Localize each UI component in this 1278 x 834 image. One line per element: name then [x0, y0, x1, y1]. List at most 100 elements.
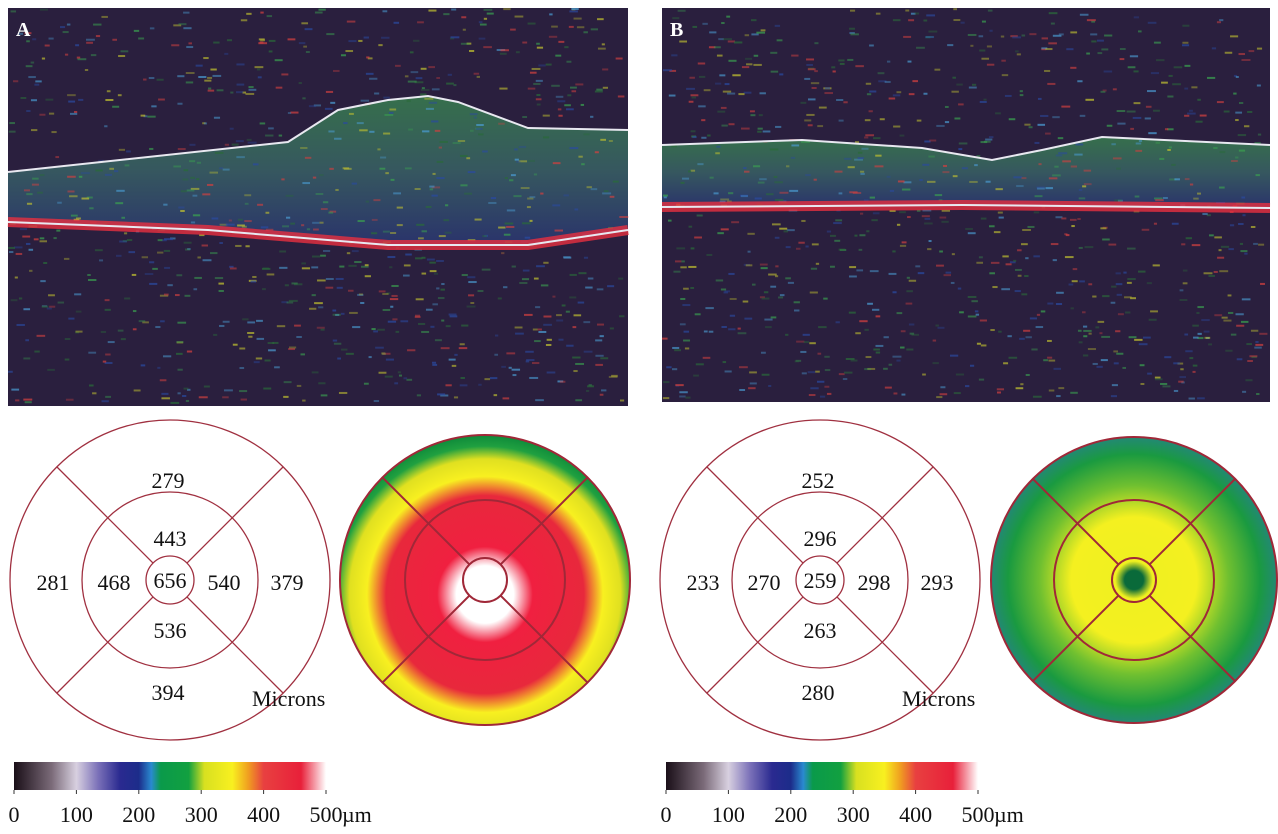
speckle: [702, 23, 707, 25]
speckle: [1247, 360, 1253, 362]
speckle: [806, 64, 813, 66]
speckle: [1056, 303, 1062, 305]
speckle: [1084, 246, 1093, 248]
grid-spoke: [882, 467, 933, 518]
speckle: [373, 199, 380, 201]
speckle: [1022, 35, 1026, 37]
speckle: [1154, 223, 1157, 225]
speckle: [390, 306, 393, 308]
speckle: [602, 68, 608, 70]
speckle: [26, 65, 33, 67]
speckle: [1220, 151, 1226, 153]
speckle: [1056, 154, 1062, 156]
speckle: [768, 385, 771, 387]
speckle: [326, 33, 334, 35]
speckle: [440, 141, 448, 143]
speckle: [860, 171, 864, 173]
speckle: [1041, 310, 1045, 312]
speckle: [1111, 286, 1116, 288]
speckle: [994, 231, 1001, 233]
speckle: [564, 46, 568, 48]
speckle: [1182, 25, 1189, 27]
speckle: [825, 369, 830, 371]
speckle: [965, 385, 969, 387]
speckle: [939, 250, 943, 252]
speckle: [149, 283, 157, 285]
speckle: [746, 63, 752, 65]
speckle: [277, 325, 285, 327]
speckle: [875, 155, 881, 157]
speckle: [804, 78, 810, 80]
speckle: [1244, 125, 1249, 127]
speckle: [575, 363, 584, 365]
speckle: [600, 394, 604, 396]
speckle: [689, 77, 694, 79]
speckle: [247, 321, 255, 323]
speckle: [847, 59, 853, 61]
speckle: [1073, 268, 1078, 270]
speckle: [341, 349, 347, 351]
speckle: [1116, 283, 1123, 285]
speckle: [827, 393, 831, 395]
speckle: [530, 72, 537, 74]
speckle: [229, 219, 232, 221]
speckle: [334, 343, 341, 345]
speckle: [526, 360, 530, 362]
speckle: [937, 327, 944, 329]
speckle: [720, 198, 729, 200]
speckle: [86, 42, 93, 44]
speckle: [968, 296, 977, 298]
speckle: [835, 219, 842, 221]
speckle: [242, 226, 247, 228]
speckle: [500, 49, 509, 51]
speckle: [323, 250, 330, 252]
speckle: [840, 63, 845, 65]
speckle: [385, 172, 389, 174]
speckle: [672, 368, 677, 370]
speckle: [944, 274, 951, 276]
speckle: [674, 349, 681, 351]
speckle: [758, 182, 765, 184]
speckle: [595, 339, 602, 341]
speckle: [434, 273, 438, 275]
speckle: [305, 157, 311, 159]
speckle: [685, 347, 689, 349]
speckle: [470, 113, 478, 115]
speckle: [785, 277, 791, 279]
speckle: [86, 39, 95, 41]
speckle: [474, 117, 477, 119]
speckle: [29, 270, 32, 272]
speckle: [952, 253, 955, 255]
speckle: [989, 272, 995, 274]
speckle: [1074, 154, 1082, 156]
speckle: [1201, 319, 1209, 321]
speckle: [834, 240, 840, 242]
speckle: [118, 55, 125, 57]
speckle: [498, 297, 502, 299]
speckle: [849, 275, 857, 277]
speckle: [345, 50, 353, 52]
panel-label: B: [670, 19, 683, 41]
speckle: [65, 359, 70, 361]
speckle: [578, 272, 586, 274]
speckle: [1118, 313, 1124, 315]
speckle: [405, 167, 412, 169]
speckle: [598, 48, 606, 50]
speckle: [461, 377, 465, 379]
speckle: [335, 189, 338, 191]
speckle: [928, 31, 937, 33]
speckle: [903, 181, 911, 183]
speckle: [470, 130, 474, 132]
speckle: [771, 316, 777, 318]
speckle: [32, 38, 36, 40]
speckle: [411, 71, 419, 73]
speckle: [825, 87, 830, 89]
speckle: [731, 221, 739, 223]
speckle: [347, 21, 356, 23]
speckle: [926, 14, 935, 16]
speckle: [1209, 275, 1215, 277]
speckle: [538, 331, 546, 333]
speckle: [391, 179, 395, 181]
speckle: [204, 386, 210, 388]
speckle: [441, 289, 445, 291]
